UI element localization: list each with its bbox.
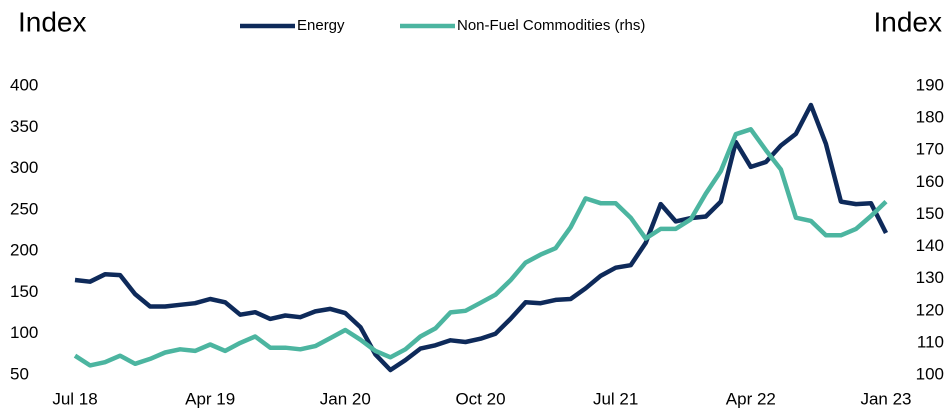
y-axis-label: Index xyxy=(18,6,87,37)
y2-tick-label: 110 xyxy=(917,332,944,351)
x-tick-label: Apr 19 xyxy=(185,389,235,408)
y-tick-label: 250 xyxy=(10,199,38,218)
x-tick-label: Jul 18 xyxy=(52,389,97,408)
x-tick-label: Apr 22 xyxy=(726,389,776,408)
x-tick-label: Jan 20 xyxy=(320,389,371,408)
y-tick-label: 300 xyxy=(10,158,38,177)
series-line xyxy=(74,102,889,373)
y2-tick-label: 140 xyxy=(916,236,944,255)
y2-tick-label: 130 xyxy=(916,268,944,287)
x-tick-label: Jul 21 xyxy=(593,389,638,408)
y2-tick-label: 180 xyxy=(916,108,944,127)
y-tick-label: 400 xyxy=(10,75,38,94)
y-tick-label: 150 xyxy=(10,282,38,301)
legend-label: Non-Fuel Commodities (rhs) xyxy=(457,17,645,34)
y-tick-label: 200 xyxy=(10,241,38,260)
y2-tick-label: 100 xyxy=(916,364,944,383)
x-tick-label: Oct 20 xyxy=(455,389,505,408)
y-tick-label: 50 xyxy=(10,364,29,383)
y2-tick-label: 190 xyxy=(916,75,944,94)
legend-label: Energy xyxy=(297,17,345,34)
y2-axis-label: Index xyxy=(874,6,943,37)
y2-tick-label: 150 xyxy=(916,204,944,223)
y2-tick-label: 170 xyxy=(916,140,944,159)
series-line xyxy=(73,127,888,368)
x-tick-label: Jan 23 xyxy=(860,389,911,408)
y-tick-label: 350 xyxy=(10,117,38,136)
y-tick-label: 100 xyxy=(10,323,38,342)
y2-tick-label: 160 xyxy=(916,172,944,191)
y2-tick-label: 120 xyxy=(916,300,944,319)
